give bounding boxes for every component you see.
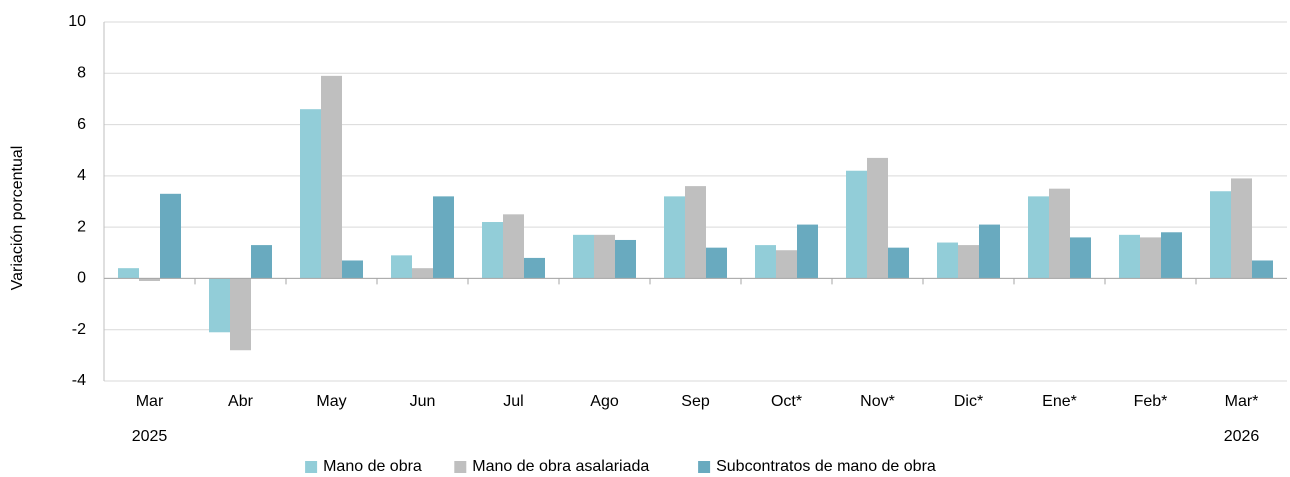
bar — [888, 247, 909, 279]
bar — [230, 278, 251, 351]
legend-swatch — [305, 461, 318, 473]
bar — [139, 278, 160, 281]
bar — [160, 193, 181, 279]
x-tick-label: Sep — [681, 393, 710, 410]
x-tick-label: Dic* — [954, 393, 983, 410]
x-tick-label: Abr — [228, 393, 254, 410]
x-group-label: 2025 — [132, 428, 168, 445]
bar — [594, 234, 615, 279]
bar — [251, 245, 272, 279]
y-tick-label: -2 — [72, 321, 86, 338]
bar — [1231, 178, 1252, 279]
y-tick-label: 6 — [77, 116, 86, 133]
legend-label: Mano de obra asalariada — [472, 458, 649, 475]
bar — [776, 250, 797, 279]
x-tick-label: Jun — [410, 393, 436, 410]
bar — [937, 242, 958, 279]
bar — [867, 157, 888, 279]
bar — [615, 239, 636, 279]
x-tick-label: May — [316, 393, 346, 410]
bar — [300, 109, 321, 279]
x-tick-label: Feb* — [1134, 393, 1168, 410]
x-tick-label: Ago — [590, 393, 619, 410]
bar — [1210, 191, 1231, 279]
y-tick-label: -4 — [72, 372, 86, 389]
x-tick-label: Ene* — [1042, 393, 1077, 410]
bar — [1070, 237, 1091, 279]
y-tick-label: 10 — [68, 13, 86, 30]
bar — [664, 196, 685, 279]
bar — [118, 268, 139, 279]
bar — [706, 247, 727, 279]
bar — [979, 224, 1000, 279]
bar — [755, 245, 776, 279]
legend-label: Mano de obra — [323, 458, 422, 475]
legend-swatch — [698, 461, 711, 473]
bar — [846, 170, 867, 279]
x-tick-label: Mar* — [1225, 393, 1259, 410]
bar — [433, 196, 454, 279]
bar — [685, 186, 706, 279]
x-tick-label: Mar — [136, 393, 164, 410]
bar — [1119, 234, 1140, 279]
bar — [482, 222, 503, 279]
legend-swatch — [454, 461, 467, 473]
bar — [1049, 188, 1070, 279]
bar — [391, 255, 412, 279]
bar — [321, 75, 342, 279]
x-tick-label: Oct* — [771, 393, 802, 410]
bar — [1140, 237, 1161, 279]
legend-label: Subcontratos de mano de obra — [716, 458, 936, 475]
x-tick-label: Jul — [503, 393, 523, 410]
bar — [503, 214, 524, 279]
bar — [1161, 232, 1182, 279]
bar — [573, 234, 594, 279]
y-tick-label: 2 — [77, 218, 86, 235]
bar — [524, 257, 545, 279]
y-tick-label: 8 — [77, 65, 86, 82]
y-tick-label: 4 — [77, 167, 86, 184]
x-tick-label: Nov* — [860, 393, 895, 410]
y-axis-label: Variación porcentual — [9, 146, 26, 291]
bar — [1252, 260, 1273, 279]
bar — [342, 260, 363, 279]
y-tick-label: 0 — [77, 270, 86, 287]
bar — [1028, 196, 1049, 279]
bar — [958, 245, 979, 279]
x-group-label: 2026 — [1224, 428, 1260, 445]
bar — [412, 268, 433, 279]
bar — [209, 278, 230, 333]
bar — [797, 224, 818, 279]
